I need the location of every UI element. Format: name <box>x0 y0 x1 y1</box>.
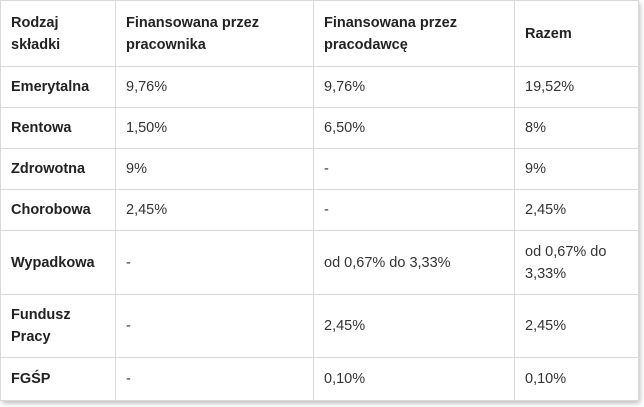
cell-employee: - <box>115 357 314 401</box>
table-row: FGŚP - 0,10% 0,10% <box>0 357 639 401</box>
cell-employee: 9,76% <box>115 66 314 108</box>
header-contribution-type: Rodzaj składki <box>0 0 116 67</box>
cell-total: 19,52% <box>514 66 639 108</box>
table-row: Zdrowotna 9% - 9% <box>0 148 639 190</box>
row-label: Fundusz Pracy <box>0 294 116 358</box>
row-label: Wypadkowa <box>0 230 116 295</box>
row-label: Rentowa <box>0 107 116 149</box>
header-total: Razem <box>514 0 639 67</box>
cell-employee: - <box>115 230 314 295</box>
cell-employer: od 0,67% do 3,33% <box>313 230 515 295</box>
cell-employer: 2,45% <box>313 294 515 358</box>
cell-total: 2,45% <box>514 294 639 358</box>
cell-total: 0,10% <box>514 357 639 401</box>
cell-employer: 6,50% <box>313 107 515 149</box>
row-label: FGŚP <box>0 357 116 401</box>
contributions-table: Rodzaj składki Finansowana przez pracown… <box>0 0 639 401</box>
header-employee-funded: Finansowana przez pracownika <box>115 0 314 67</box>
cell-employer: 0,10% <box>313 357 515 401</box>
table-row: Wypadkowa - od 0,67% do 3,33% od 0,67% d… <box>0 230 639 295</box>
cell-employer: 9,76% <box>313 66 515 108</box>
header-employer-funded: Finansowana przez pracodawcę <box>313 0 515 67</box>
row-label: Emerytalna <box>0 66 116 108</box>
table-row: Rentowa 1,50% 6,50% 8% <box>0 107 639 149</box>
cell-employee: 2,45% <box>115 189 314 231</box>
contributions-table-container: Rodzaj składki Finansowana przez pracown… <box>0 0 639 401</box>
cell-employer: - <box>313 148 515 190</box>
cell-total: 8% <box>514 107 639 149</box>
cell-total: od 0,67% do 3,33% <box>514 230 639 295</box>
row-label: Chorobowa <box>0 189 116 231</box>
cell-employee: 9% <box>115 148 314 190</box>
table-row: Fundusz Pracy - 2,45% 2,45% <box>0 294 639 358</box>
cell-employee: 1,50% <box>115 107 314 149</box>
table-header-row: Rodzaj składki Finansowana przez pracown… <box>0 0 639 67</box>
cell-employee: - <box>115 294 314 358</box>
cell-employer: - <box>313 189 515 231</box>
cell-total: 2,45% <box>514 189 639 231</box>
table-row: Chorobowa 2,45% - 2,45% <box>0 189 639 231</box>
row-label: Zdrowotna <box>0 148 116 190</box>
table-row: Emerytalna 9,76% 9,76% 19,52% <box>0 66 639 108</box>
cell-total: 9% <box>514 148 639 190</box>
